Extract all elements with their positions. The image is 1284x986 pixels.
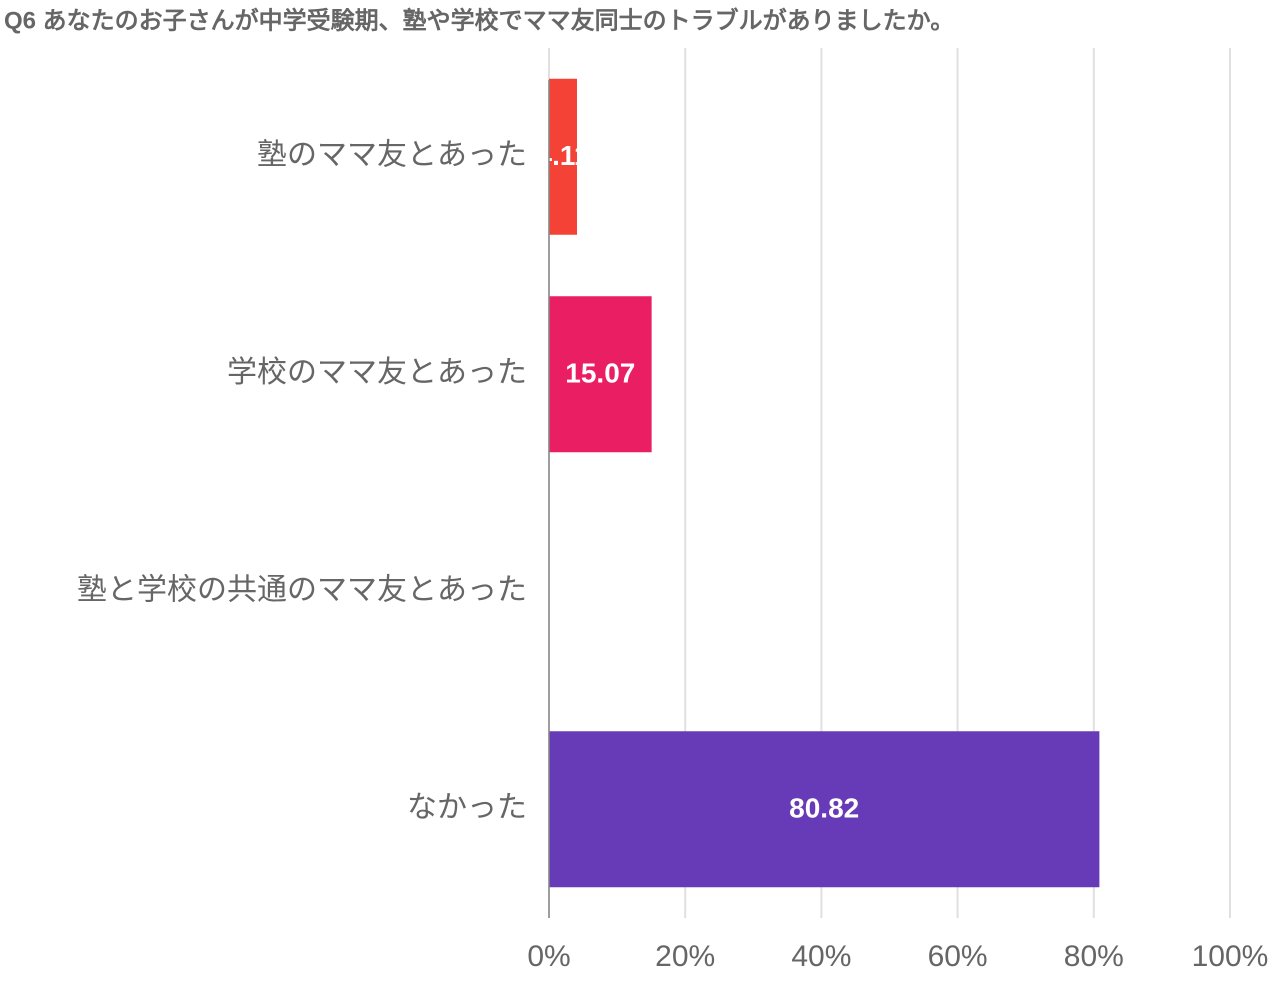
x-tick-label: 80%: [1064, 940, 1124, 973]
x-tick-label: 0%: [527, 940, 570, 973]
bar: [549, 731, 1100, 888]
data-label: 4.11: [537, 140, 590, 171]
x-tick-label: 100%: [1192, 940, 1269, 973]
y-tick-label: 学校のママ友とあった: [227, 356, 527, 389]
chart-title: Q6 あなたのお子さんが中学受験期、塾や学校でママ友同士のトラブルがありましたか…: [4, 6, 954, 34]
data-label: 80.82: [789, 793, 859, 824]
bar: [549, 78, 577, 235]
y-tick-label: 塾と学校の共通のママ友とあった: [77, 574, 527, 607]
bar: [549, 296, 652, 453]
x-tick-label: 40%: [791, 940, 851, 973]
y-tick-label: 塾のママ友とあった: [257, 139, 527, 172]
x-tick-label: 60%: [928, 940, 988, 973]
data-label: 15.07: [565, 358, 635, 389]
y-tick-label: なかった: [407, 791, 527, 824]
x-tick-label: 20%: [655, 940, 715, 973]
